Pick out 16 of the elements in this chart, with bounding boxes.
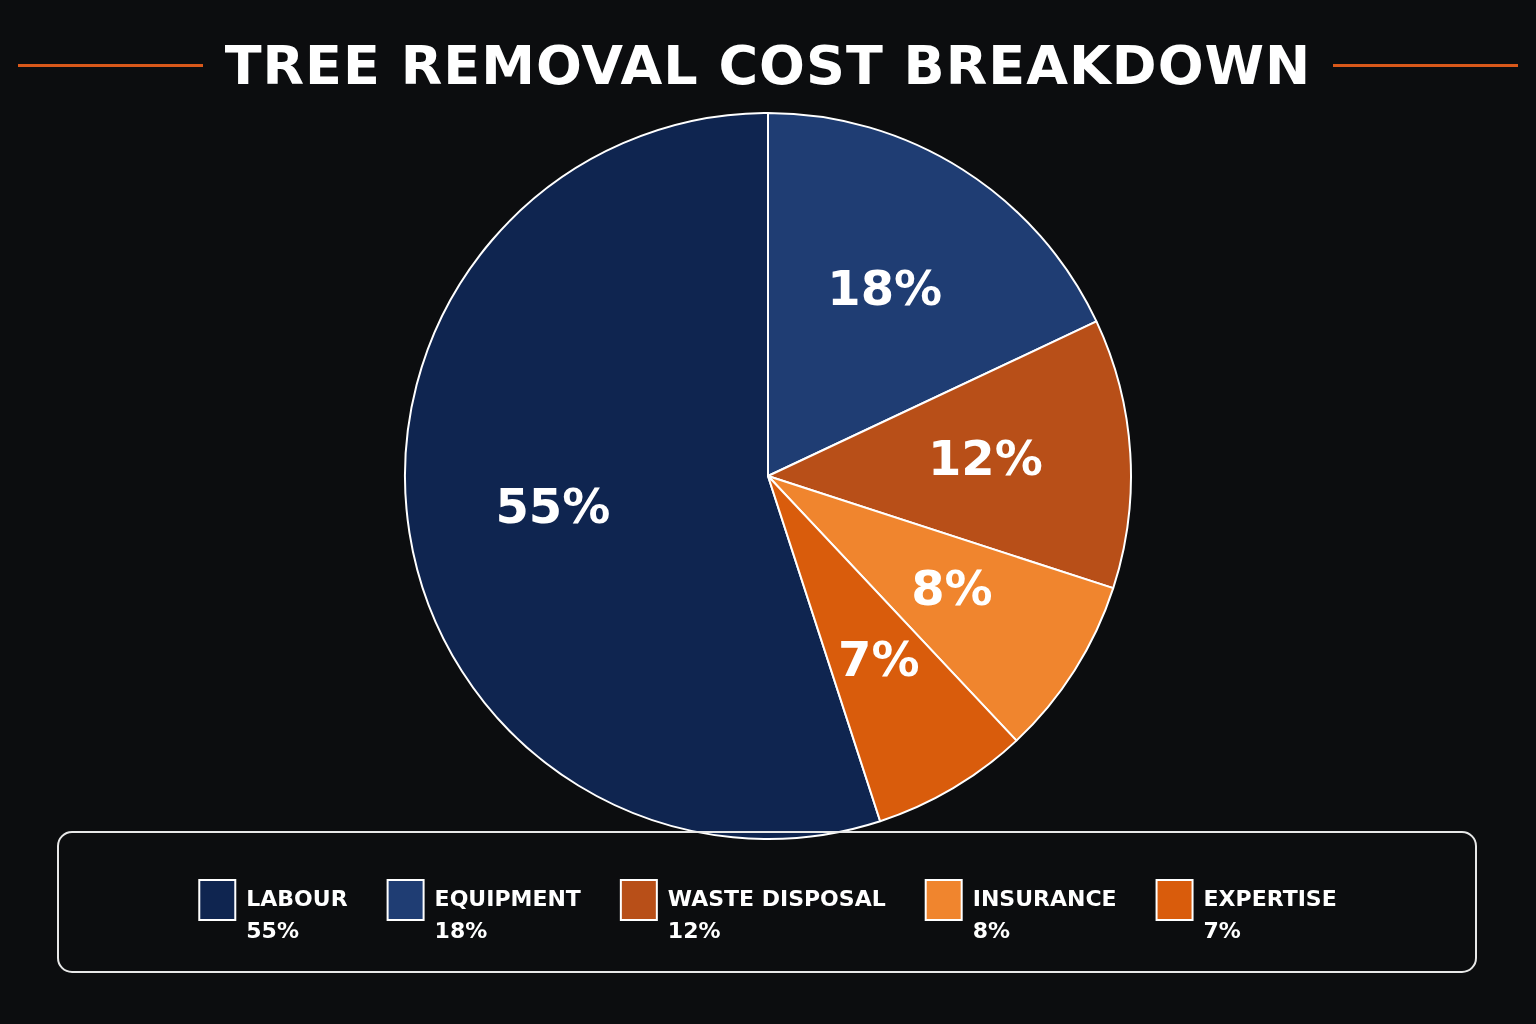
data-label: 8% bbox=[911, 560, 993, 617]
legend-label: LABOUR bbox=[246, 885, 348, 911]
text: 7% bbox=[1203, 917, 1241, 943]
chart-title: TREE REMOVAL COST BREAKDOWN bbox=[224, 33, 1312, 97]
text: 55% bbox=[246, 917, 299, 943]
legend-label: WASTE DISPOSAL bbox=[667, 885, 886, 911]
text: 8% bbox=[972, 917, 1011, 943]
data-label: 55% bbox=[495, 477, 611, 534]
legend-label: EXPERTISE bbox=[1203, 885, 1337, 911]
legend-label: INSURANCE bbox=[972, 885, 1117, 911]
data-label: 12% bbox=[927, 429, 1043, 486]
data-label: 18% bbox=[827, 259, 943, 316]
text: 12% bbox=[667, 917, 721, 943]
data-label: 7% bbox=[838, 630, 920, 687]
text: 18% bbox=[434, 917, 488, 943]
legend-label: EQUIPMENT bbox=[434, 885, 581, 911]
